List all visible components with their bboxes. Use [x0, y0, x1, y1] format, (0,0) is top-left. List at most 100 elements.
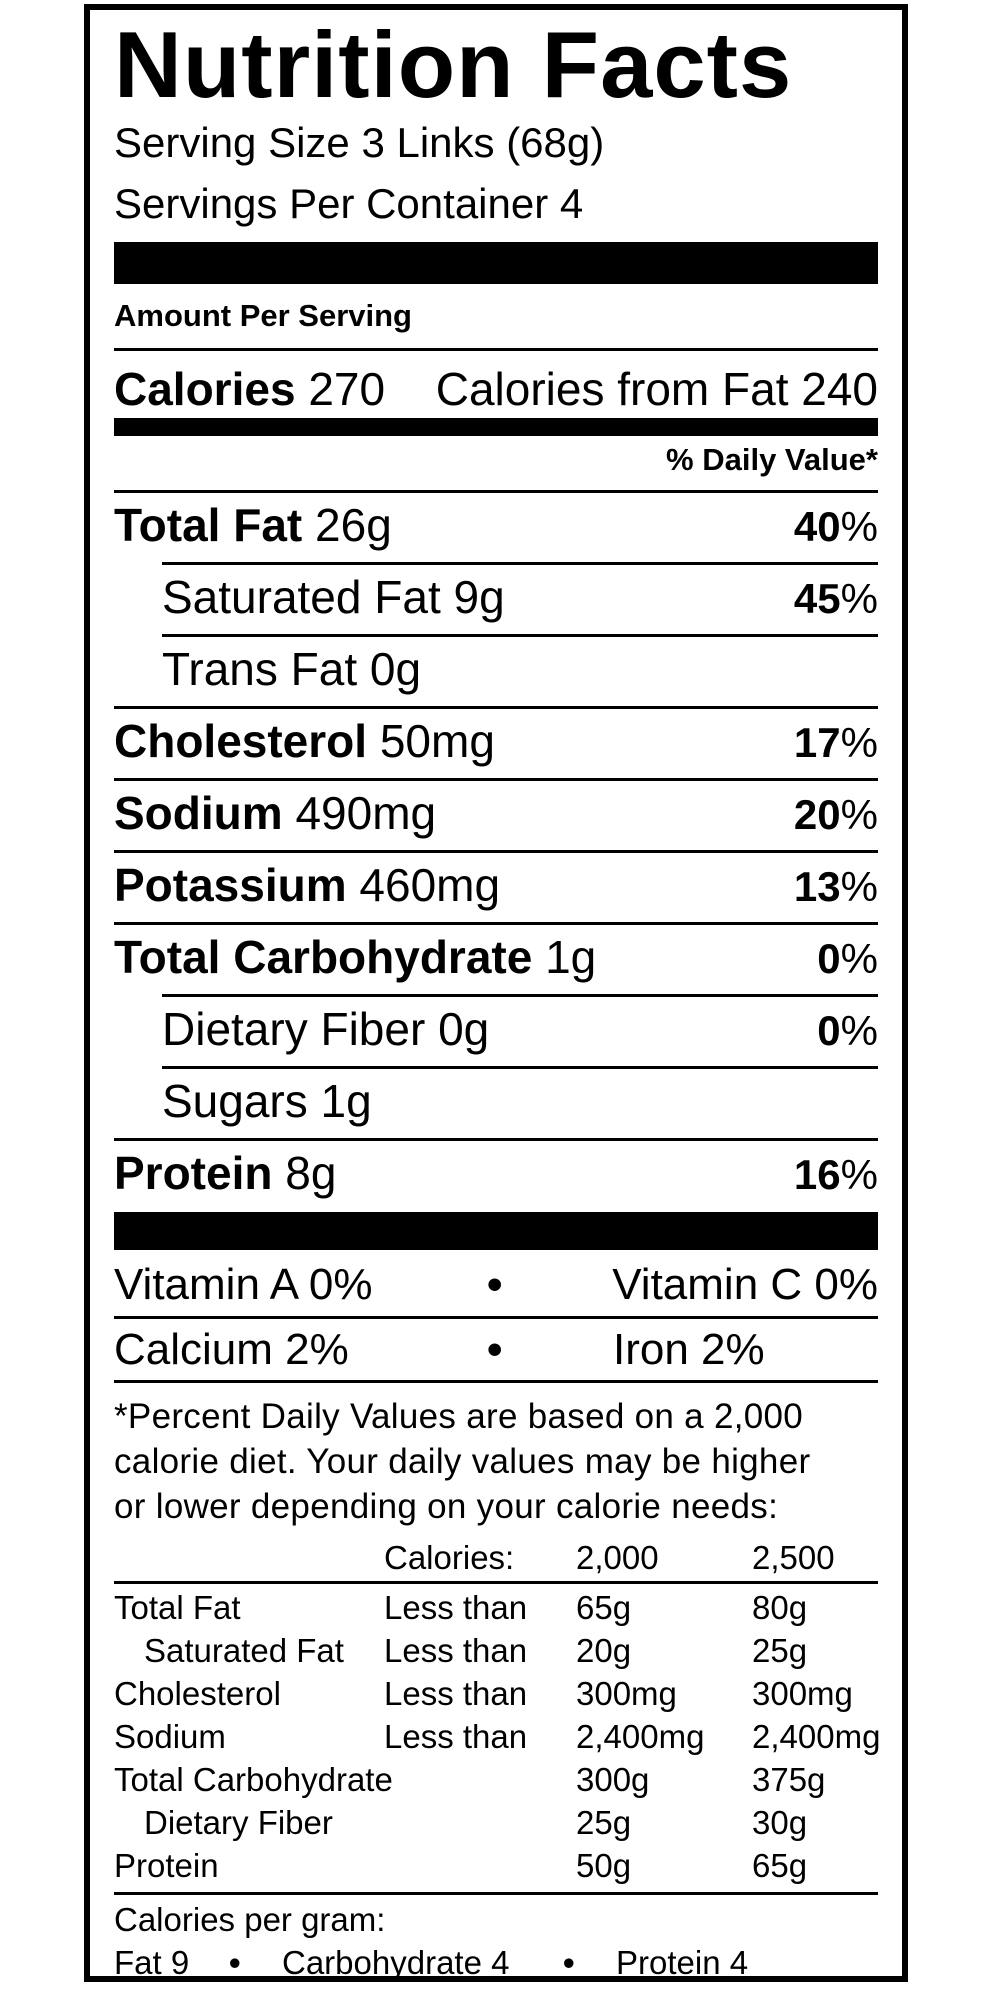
table-cell: 2,400mg	[752, 1718, 881, 1755]
table-cell: Less than	[384, 1589, 528, 1626]
nutrient-row-potassium: Potassium 460mg 13%	[114, 862, 878, 908]
table-row: Cholesterol Less than 300mg 300mg	[114, 1672, 878, 1715]
table-cell: Total Fat	[114, 1589, 241, 1626]
table-cell: 300mg	[752, 1675, 853, 1712]
nutrient-row-total-carbohydrate: Total Carbohydrate 1g 0%	[114, 934, 878, 980]
nutrient-name: Total Carbohydrate	[114, 931, 533, 983]
table-row: Total Fat Less than 65g 80g	[114, 1586, 878, 1629]
dv-table-body: Total Fat Less than 65g 80g Saturated Fa…	[114, 1586, 881, 1887]
table-row: Dietary Fiber 25g 30g	[114, 1801, 878, 1844]
table-cell: Dietary Fiber	[144, 1804, 333, 1841]
nutrition-facts-panel: Nutrition Facts Serving Size 3 Links (68…	[84, 4, 908, 1982]
percent-sign: %	[840, 1151, 878, 1198]
table-row: Protein 50g 65g	[114, 1844, 878, 1887]
calories-per-gram-label: Calories per gram:	[114, 1901, 386, 1938]
dv-table-header-cell: 2,000	[576, 1539, 659, 1576]
bullet: •	[487, 1260, 503, 1309]
divider	[114, 850, 878, 853]
nutrient-dv: 40	[793, 503, 841, 550]
divider	[114, 1581, 878, 1584]
vitamin-c: Vitamin C 0%	[612, 1260, 878, 1309]
bullet: •	[229, 1944, 241, 1981]
table-cell: Less than	[384, 1632, 528, 1669]
footnote-line: *Percent Daily Values are based on a 2,0…	[114, 1397, 804, 1436]
calcium: Calcium 2%	[114, 1325, 349, 1374]
thick-divider-bottom	[114, 1212, 878, 1250]
divider	[114, 922, 878, 925]
footnote-line: or lower depending on your calorie needs…	[114, 1487, 779, 1526]
percent-sign: %	[840, 863, 878, 910]
table-cell: 300g	[576, 1761, 650, 1798]
medium-divider	[114, 418, 878, 436]
nutrient-name: Cholesterol	[114, 715, 368, 767]
divider	[114, 1380, 878, 1383]
table-row: Saturated Fat Less than 20g 25g	[114, 1629, 878, 1672]
nutrient-dv: 17	[793, 719, 841, 766]
percent-sign: %	[840, 1007, 878, 1054]
footnote: *Percent Daily Values are based on a 2,0…	[114, 1394, 878, 1529]
divider	[114, 1316, 878, 1319]
mineral-row: Calcium 2% • Iron 2%	[114, 1328, 878, 1376]
percent-sign: %	[840, 719, 878, 766]
nutrient-amount: 1g	[545, 931, 597, 983]
dv-table-header-cell: 2,500	[752, 1539, 835, 1576]
table-cell: 25g	[752, 1632, 808, 1669]
vitamin-a: Vitamin A 0%	[114, 1260, 373, 1309]
calories-from-fat: Calories from Fat 240	[435, 363, 878, 415]
nutrient-row-sodium: Sodium 490mg 20%	[114, 790, 878, 836]
calories-label: Calories	[114, 363, 296, 415]
nutrient-dv: 16	[793, 1151, 841, 1198]
percent-sign: %	[840, 935, 878, 982]
nutrient-amount: 8g	[285, 1147, 337, 1199]
nutrient-row-dietary-fiber: Dietary Fiber 0g 0%	[114, 1006, 878, 1052]
divider	[162, 1066, 878, 1069]
table-cell: 20g	[576, 1632, 632, 1669]
table-row: Total Carbohydrate 300g 375g	[114, 1758, 878, 1801]
divider	[162, 634, 878, 637]
nutrient-name: Total Fat	[114, 499, 303, 551]
nutrient-dv: 0	[817, 1007, 841, 1054]
nutrient-name: Sodium	[114, 787, 283, 839]
percent-sign: %	[840, 575, 878, 622]
calories-per-gram: Calories per gram: Fat 9 • Carbohydrate …	[114, 1898, 878, 1984]
amount-per-serving: Amount Per Serving	[114, 298, 412, 333]
divider	[114, 1138, 878, 1141]
calories-row: Calories 270 Calories from Fat 240	[114, 366, 878, 412]
iron: Iron 2%	[613, 1325, 765, 1374]
nutrient-amount: 0g	[369, 643, 422, 695]
divider	[114, 490, 878, 493]
nutrient-name: Dietary Fiber	[162, 1003, 426, 1055]
nutrient-name: Saturated Fat	[162, 571, 441, 623]
label-title: Nutrition Facts	[114, 12, 793, 117]
nutrient-name: Potassium	[114, 859, 347, 911]
nutrient-dv: 0	[817, 935, 841, 982]
table-cell: 2,400mg	[576, 1718, 705, 1755]
fat-per-gram: Fat 9	[114, 1944, 190, 1981]
nutrient-dv: 13	[793, 863, 841, 910]
nutrient-amount: 0g	[438, 1003, 490, 1055]
nutrient-name: Protein	[114, 1147, 273, 1199]
table-cell: Sodium	[114, 1718, 226, 1755]
table-cell: 65g	[576, 1589, 632, 1626]
divider	[114, 706, 878, 709]
table-cell: 375g	[752, 1761, 826, 1798]
table-cell: 50g	[576, 1847, 632, 1884]
divider	[114, 778, 878, 781]
nutrient-dv: 20	[793, 791, 841, 838]
calories-value: 270	[308, 363, 386, 415]
table-cell: Total Carbohydrate	[114, 1761, 393, 1798]
divider	[162, 994, 878, 997]
table-cell: Less than	[384, 1718, 528, 1755]
nutrient-amount: 26g	[315, 499, 392, 551]
nutrient-amount: 460mg	[359, 859, 501, 911]
divider	[162, 562, 878, 565]
table-cell: 80g	[752, 1589, 808, 1626]
table-row: Sodium Less than 2,400mg 2,400mg	[114, 1715, 881, 1758]
nutrient-amount: 9g	[453, 571, 505, 623]
percent-sign: %	[840, 791, 878, 838]
carbohydrate-per-gram: Carbohydrate 4	[282, 1944, 510, 1981]
percent-sign: %	[840, 503, 878, 550]
nutrient-row-protein: Protein 8g 16%	[114, 1150, 878, 1196]
nutrient-row-trans-fat: Trans Fat 0g	[114, 646, 878, 692]
bullet: •	[487, 1325, 503, 1374]
